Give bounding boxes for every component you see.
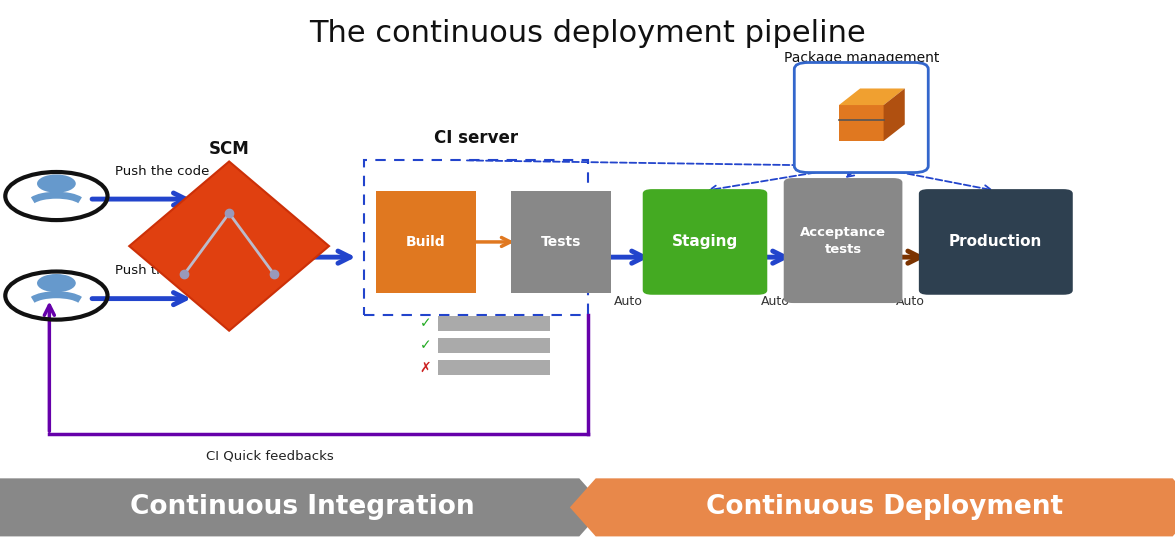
Text: ✓: ✓ <box>419 316 431 331</box>
Text: Build: Build <box>407 235 445 249</box>
Text: SCM: SCM <box>209 140 249 158</box>
Polygon shape <box>129 161 329 331</box>
Text: Continuous Deployment: Continuous Deployment <box>706 494 1062 520</box>
Text: Staging: Staging <box>672 234 738 249</box>
Text: Continuous Integration: Continuous Integration <box>130 494 475 520</box>
Circle shape <box>38 274 75 293</box>
FancyBboxPatch shape <box>839 105 884 141</box>
FancyBboxPatch shape <box>376 191 476 293</box>
FancyBboxPatch shape <box>438 316 550 331</box>
Text: Auto: Auto <box>615 295 643 308</box>
Text: Push the code: Push the code <box>115 165 209 178</box>
Text: Acceptance
tests: Acceptance tests <box>800 226 886 255</box>
FancyBboxPatch shape <box>794 62 928 173</box>
Text: Auto: Auto <box>761 295 790 308</box>
Text: The continuous deployment pipeline: The continuous deployment pipeline <box>309 19 866 48</box>
Text: Production: Production <box>949 234 1042 249</box>
Circle shape <box>38 175 75 193</box>
Text: ✗: ✗ <box>419 361 431 375</box>
FancyBboxPatch shape <box>511 191 611 293</box>
Text: Push the code: Push the code <box>115 264 209 278</box>
Text: CI Quick feedbacks: CI Quick feedbacks <box>207 450 334 463</box>
Polygon shape <box>839 88 905 105</box>
Polygon shape <box>884 88 905 141</box>
Text: Auto: Auto <box>897 295 925 308</box>
FancyBboxPatch shape <box>643 189 767 295</box>
FancyBboxPatch shape <box>438 338 550 353</box>
Text: Package management: Package management <box>784 51 939 65</box>
Text: ✓: ✓ <box>419 338 431 353</box>
Text: Tests: Tests <box>540 235 582 249</box>
FancyBboxPatch shape <box>784 178 902 303</box>
Polygon shape <box>0 478 605 536</box>
Polygon shape <box>570 478 1175 536</box>
FancyBboxPatch shape <box>919 189 1073 295</box>
Text: CI server: CI server <box>434 128 518 147</box>
FancyBboxPatch shape <box>438 360 550 375</box>
